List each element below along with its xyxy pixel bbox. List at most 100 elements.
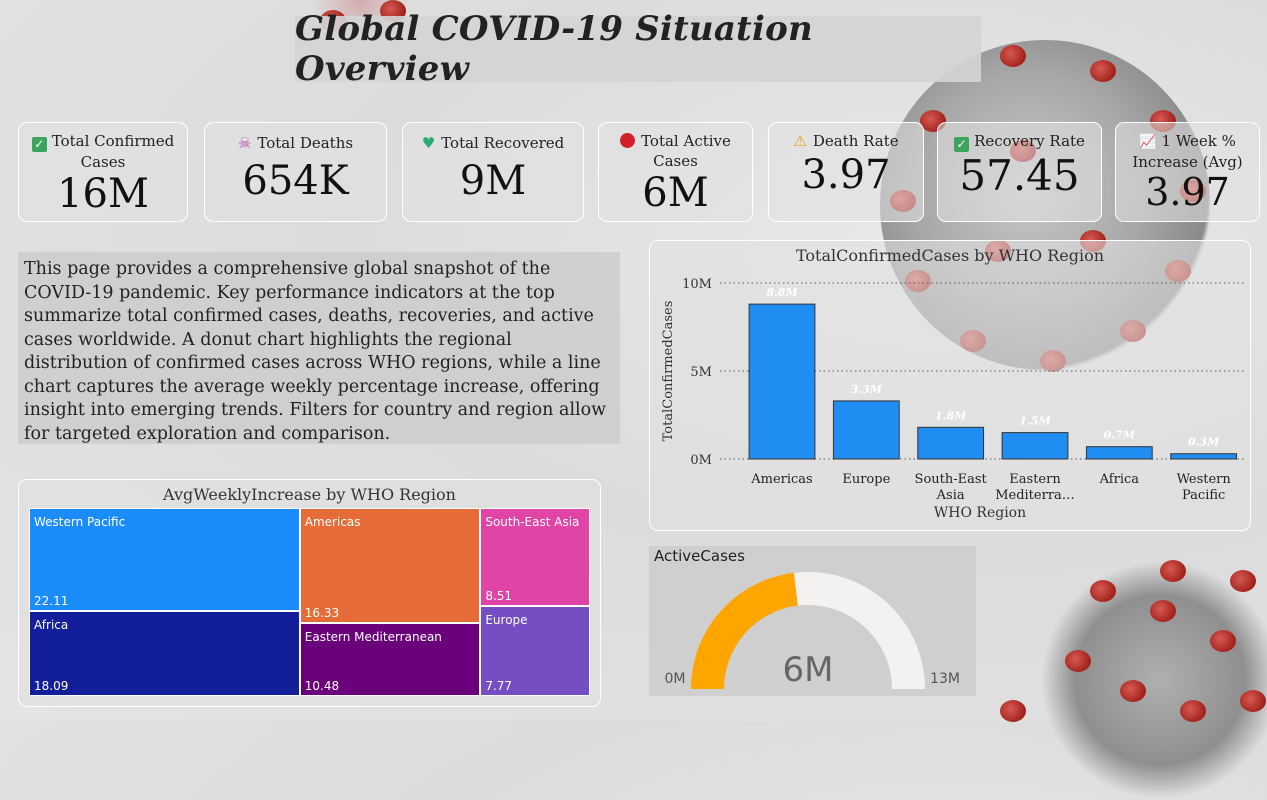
treemap-cell-value: 10.48 bbox=[304, 678, 340, 693]
x-tick-label: Western bbox=[1177, 472, 1232, 487]
kpi-card-recovery-rate[interactable]: ✓ Recovery Rate 57.45 bbox=[937, 122, 1102, 222]
treemap-cell-value: 7.77 bbox=[485, 678, 513, 693]
gauge-min-label: 0M bbox=[665, 671, 686, 687]
bar-data-label: 8.8M bbox=[766, 286, 798, 299]
x-tick-label: Asia bbox=[936, 488, 965, 503]
treemap-cell[interactable]: South-East Asia 8.51 bbox=[480, 508, 590, 607]
kpi-card-week-increase[interactable]: 📈 1 Week % Increase (Avg) 3.97 bbox=[1115, 122, 1260, 222]
x-tick-label: South-East bbox=[915, 472, 988, 487]
kpi-value: 9M bbox=[459, 158, 527, 204]
bar bbox=[1170, 453, 1238, 460]
page-description: This page provides a comprehensive globa… bbox=[18, 252, 620, 444]
kpi-value: 6M bbox=[642, 170, 709, 216]
treemap-cell[interactable]: Americas 16.33 bbox=[299, 508, 481, 623]
virus-spike bbox=[1090, 60, 1116, 82]
bar-data-label: 0.7M bbox=[1104, 429, 1136, 442]
kpi-label: Total Confirmed Cases bbox=[51, 132, 175, 171]
x-tick-label: Africa bbox=[1099, 472, 1140, 487]
kpi-card-total-active[interactable]: Total Active Cases 6M bbox=[598, 122, 753, 222]
kpi-card-death-rate[interactable]: ⚠ Death Rate 3.97 bbox=[768, 122, 924, 222]
x-tick-label: Eastern bbox=[1009, 472, 1061, 487]
x-tick-label: Americas bbox=[750, 472, 812, 487]
x-tick-label: Mediterra… bbox=[995, 488, 1075, 503]
bar bbox=[1085, 446, 1153, 460]
bar-data-label: 1.5M bbox=[1019, 415, 1051, 428]
virus-spike bbox=[1210, 630, 1236, 652]
virus-spike bbox=[1180, 700, 1206, 722]
kpi-label: Total Active Cases bbox=[641, 132, 731, 170]
bar-chart-title: TotalConfirmedCases by WHO Region bbox=[796, 246, 1104, 265]
kpi-label: 1 Week % Increase (Avg) bbox=[1132, 132, 1243, 171]
gauge-title: ActiveCases bbox=[654, 547, 745, 565]
check-icon: ✓ bbox=[31, 137, 47, 152]
kpi-value: 3.97 bbox=[801, 152, 891, 198]
kpi-value: 3.97 bbox=[1145, 170, 1230, 214]
treemap-panel[interactable]: AvgWeeklyIncrease by WHO Region Western … bbox=[18, 479, 601, 707]
y-axis-label: TotalConfirmedCases bbox=[661, 301, 676, 442]
virus-illustration-small bbox=[1040, 560, 1267, 800]
treemap-cell-value: 8.51 bbox=[485, 589, 513, 604]
gauge-value-label: 6M bbox=[783, 650, 834, 690]
treemap-cell-label: Americas bbox=[304, 515, 361, 529]
bar bbox=[1001, 432, 1069, 460]
bar bbox=[832, 400, 900, 460]
kpi-label: Total Deaths bbox=[257, 134, 354, 152]
kpi-value: 57.45 bbox=[959, 151, 1080, 200]
x-tick-label: Pacific bbox=[1182, 488, 1225, 503]
virus-spike bbox=[1160, 560, 1186, 582]
virus-spike bbox=[1230, 570, 1256, 592]
x-axis-label: WHO Region bbox=[934, 505, 1026, 521]
bar-data-label: 3.3M bbox=[851, 383, 883, 396]
treemap-cell-label: Eastern Mediterranean bbox=[304, 629, 442, 644]
kpi-value: 16M bbox=[57, 171, 149, 217]
kpi-card-total-recovered[interactable]: ♥ Total Recovered 9M bbox=[402, 122, 584, 222]
warning-icon: ⚠ bbox=[793, 132, 807, 150]
kpi-value: 654K bbox=[242, 158, 349, 204]
virus-spike bbox=[1065, 650, 1091, 672]
treemap-title: AvgWeeklyIncrease by WHO Region bbox=[163, 485, 456, 504]
gauge-panel[interactable]: ActiveCases 6M 0M 13M bbox=[649, 546, 976, 696]
check-icon: ✓ bbox=[954, 137, 970, 152]
bar-chart: TotalConfirmedCases by WHO Region TotalCo… bbox=[661, 246, 1246, 521]
treemap-cell-value: 16.33 bbox=[304, 605, 340, 620]
gauge-value-arc bbox=[691, 572, 798, 689]
title-banner: Global COVID-19 Situation Overview bbox=[295, 9, 981, 89]
bar-data-label: 0.3M bbox=[1188, 436, 1220, 449]
treemap-cell-value: 18.09 bbox=[34, 678, 69, 693]
treemap-cell-label: Western Pacific bbox=[34, 515, 126, 529]
chart-increasing-icon: 📈 bbox=[1139, 134, 1157, 150]
kpi-label: Total Recovered bbox=[441, 134, 565, 152]
heart-icon: ♥ bbox=[421, 134, 436, 152]
virus-spike bbox=[1000, 700, 1026, 722]
treemap-cell[interactable]: Europe 7.77 bbox=[480, 606, 590, 696]
treemap: Western Pacific 22.11 Africa 18.09 Americas 1… bbox=[29, 508, 590, 696]
page-title: Global COVID-19 Situation Overview bbox=[295, 9, 813, 89]
treemap-cell-value: 22.11 bbox=[34, 594, 69, 609]
virus-spike bbox=[1240, 690, 1266, 712]
x-tick-label: Europe bbox=[842, 472, 890, 487]
treemap-cell-label: Africa bbox=[34, 618, 69, 633]
virus-spike bbox=[1120, 680, 1146, 702]
y-tick-label: 10M bbox=[682, 277, 712, 292]
treemap-cell[interactable]: Africa 18.09 bbox=[29, 611, 300, 696]
virus-spike bbox=[1090, 580, 1116, 602]
bar-data-label: 1.8M bbox=[935, 409, 967, 422]
gauge-max-label: 13M bbox=[930, 671, 960, 687]
kpi-card-total-confirmed[interactable]: ✓ Total Confirmed Cases 16M bbox=[18, 122, 188, 222]
y-tick-label: 5M bbox=[690, 365, 712, 380]
treemap-cell[interactable]: Eastern Mediterranean 10.48 bbox=[299, 622, 481, 696]
bar-chart-panel[interactable]: TotalConfirmedCases by WHO Region TotalCo… bbox=[649, 240, 1251, 531]
treemap-cell[interactable]: Western Pacific 22.11 bbox=[29, 508, 300, 612]
treemap-cell-label: Europe bbox=[485, 613, 528, 628]
bar bbox=[748, 303, 816, 460]
kpi-card-total-deaths[interactable]: ☠ Total Deaths 654K bbox=[204, 122, 387, 222]
kpi-label: Recovery Rate bbox=[974, 132, 1085, 150]
kpi-label: Death Rate bbox=[812, 132, 899, 150]
bar bbox=[917, 426, 985, 460]
gauge-track-arc bbox=[793, 572, 925, 689]
virus-spike bbox=[1150, 600, 1176, 622]
virus-spike bbox=[1000, 45, 1026, 67]
y-tick-label: 0M bbox=[690, 453, 712, 468]
red-circle-icon bbox=[620, 133, 636, 148]
gauge-chart: 6M 0M 13M bbox=[665, 572, 960, 690]
